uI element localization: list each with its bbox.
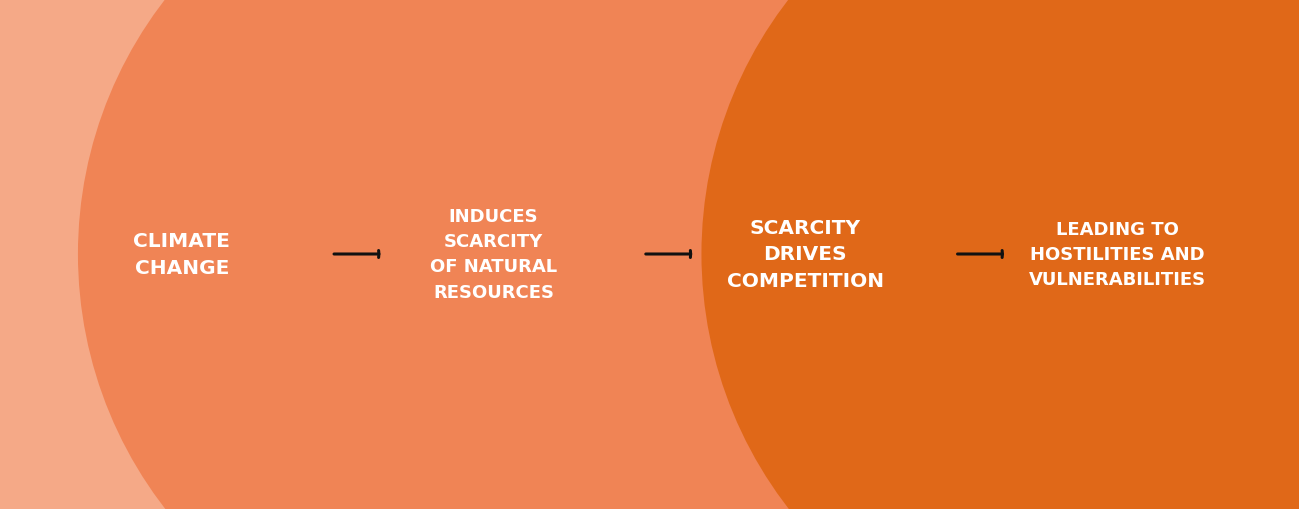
Ellipse shape [78, 0, 909, 509]
Text: SCARCITY
DRIVES
COMPETITION: SCARCITY DRIVES COMPETITION [727, 218, 883, 291]
Text: INDUCES
SCARCITY
OF NATURAL
RESOURCES: INDUCES SCARCITY OF NATURAL RESOURCES [430, 208, 557, 301]
Ellipse shape [390, 0, 1221, 509]
Ellipse shape [0, 0, 598, 509]
Ellipse shape [701, 0, 1299, 509]
Text: CLIMATE
CHANGE: CLIMATE CHANGE [134, 232, 230, 277]
Text: LEADING TO
HOSTILITIES AND
VULNERABILITIES: LEADING TO HOSTILITIES AND VULNERABILITI… [1029, 220, 1205, 289]
